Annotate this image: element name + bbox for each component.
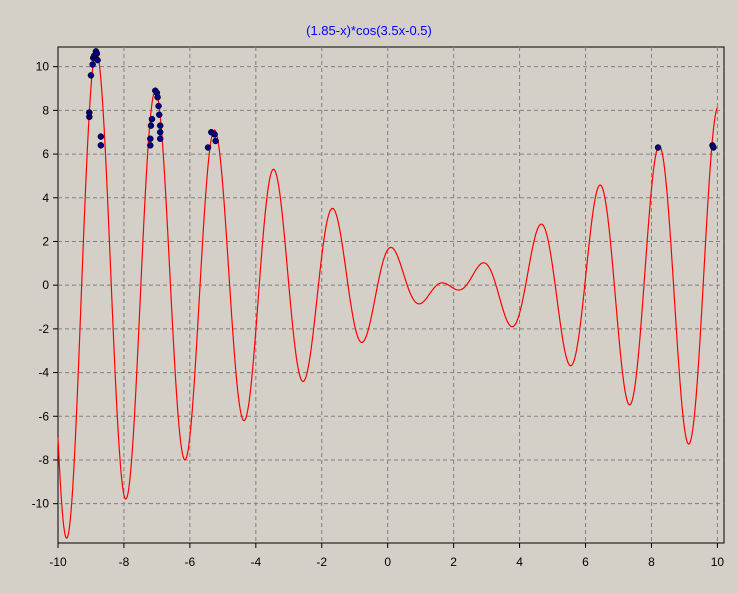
data-point bbox=[93, 50, 101, 57]
data-point bbox=[147, 122, 155, 129]
x-tick-label: -8 bbox=[119, 555, 130, 569]
x-tick-label: -4 bbox=[250, 555, 261, 569]
data-point bbox=[155, 102, 162, 110]
data-point bbox=[89, 61, 96, 68]
y-tick-label: -8 bbox=[38, 453, 49, 467]
data-point bbox=[710, 144, 717, 151]
x-tick-label: 10 bbox=[711, 555, 725, 569]
data-point bbox=[94, 56, 101, 64]
data-point bbox=[148, 115, 156, 123]
y-tick-label: -2 bbox=[38, 322, 49, 336]
y-tick-label: -6 bbox=[38, 409, 49, 423]
chart-title: (1.85-x)*cos(3.5x-0.5) bbox=[306, 23, 432, 38]
x-tick-label: -2 bbox=[316, 555, 327, 569]
data-point bbox=[156, 122, 164, 129]
y-tick-label: 10 bbox=[36, 60, 50, 74]
scatter-markers bbox=[86, 48, 717, 151]
x-tick-label: 8 bbox=[648, 555, 655, 569]
y-tick-label: 0 bbox=[42, 278, 49, 292]
x-tick-label: 2 bbox=[450, 555, 457, 569]
data-point bbox=[211, 131, 218, 138]
data-point bbox=[154, 94, 161, 101]
axes: -10 -8 -6 -4 -2 0 2 4 6 8 10 -10 -8 -6 -4 -2 0 2 4 6 8 10 bbox=[32, 60, 725, 569]
function-curve bbox=[57, 51, 718, 539]
y-tick-label: 2 bbox=[42, 234, 49, 248]
data-point bbox=[97, 142, 105, 149]
x-tick-label: 4 bbox=[516, 555, 523, 569]
x-tick-label: 0 bbox=[384, 555, 391, 569]
y-tick-label: -4 bbox=[38, 366, 49, 380]
data-point bbox=[654, 144, 662, 151]
y-tick-label: 8 bbox=[42, 103, 49, 117]
grid bbox=[58, 47, 724, 543]
x-tick-label: -6 bbox=[185, 555, 196, 569]
y-tick-label: 6 bbox=[42, 147, 49, 161]
function-curve-layer bbox=[57, 51, 718, 539]
data-point bbox=[147, 142, 154, 149]
data-point bbox=[97, 133, 105, 140]
x-tick-label: 6 bbox=[582, 555, 589, 569]
data-point bbox=[86, 109, 93, 116]
plot-area bbox=[57, 46, 725, 544]
data-point bbox=[212, 137, 219, 145]
x-tick-label: -10 bbox=[49, 555, 67, 569]
y-tick-label: 4 bbox=[42, 191, 49, 205]
data-point bbox=[204, 144, 212, 151]
data-point bbox=[156, 128, 164, 136]
data-point bbox=[147, 135, 154, 143]
y-tick-label: -10 bbox=[32, 497, 50, 511]
data-point bbox=[155, 111, 163, 118]
data-point bbox=[87, 72, 95, 79]
data-point bbox=[156, 135, 164, 143]
